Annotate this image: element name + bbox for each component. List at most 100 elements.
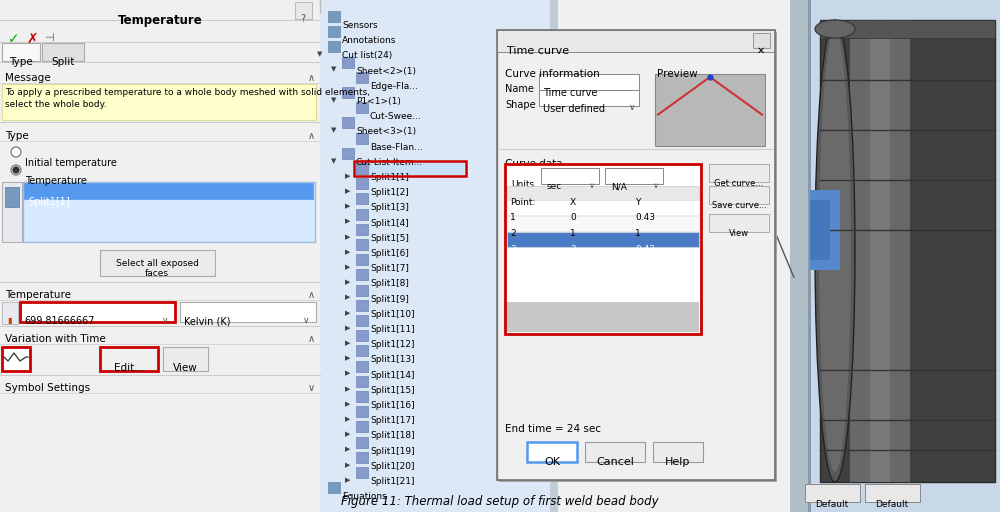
Bar [2, 347, 30, 371]
Text: ▶: ▶ [345, 371, 350, 377]
Bar [497, 30, 775, 52]
Bar [342, 87, 354, 98]
Bar [356, 163, 368, 174]
Text: ▶: ▶ [345, 401, 350, 407]
Bar [356, 315, 368, 326]
Text: ▶: ▶ [345, 280, 350, 285]
Text: Cut list(24): Cut list(24) [342, 51, 392, 60]
Bar [356, 72, 368, 83]
Bar [356, 224, 368, 235]
Text: ?: ? [300, 14, 306, 24]
Bar [539, 90, 639, 106]
Text: ∧: ∧ [308, 131, 315, 141]
Text: Symbol Settings: Symbol Settings [5, 383, 90, 393]
Text: Cancel: Cancel [596, 457, 634, 467]
Text: Edge-Fla...: Edge-Fla... [370, 82, 418, 91]
Text: ∨: ∨ [162, 316, 169, 325]
Text: Units: Units [511, 180, 534, 189]
Text: End time = 24 sec: End time = 24 sec [505, 424, 601, 434]
Bar [356, 391, 368, 402]
Text: Split1[1]: Split1[1] [370, 173, 409, 182]
Text: ∧: ∧ [308, 334, 315, 344]
Bar [356, 421, 368, 433]
Bar [23, 182, 315, 242]
Text: X: X [570, 198, 576, 207]
Ellipse shape [819, 30, 851, 472]
Text: Split1[1]: Split1[1] [28, 197, 70, 207]
Text: Split1[7]: Split1[7] [370, 264, 409, 273]
Text: 1: 1 [510, 213, 516, 222]
Text: 0: 0 [570, 213, 576, 222]
Bar [541, 168, 599, 184]
Text: Get curve...: Get curve... [713, 176, 766, 185]
Text: ✗: ✗ [26, 32, 38, 46]
Text: Sheet<2>(1): Sheet<2>(1) [356, 67, 416, 76]
Bar [24, 183, 313, 199]
Text: ▼: ▼ [317, 51, 322, 57]
Text: ∨: ∨ [308, 383, 315, 393]
Text: ∨: ∨ [629, 103, 636, 112]
Text: 2: 2 [570, 245, 576, 254]
Text: Annotations: Annotations [342, 36, 396, 45]
Bar [2, 43, 40, 61]
Ellipse shape [815, 20, 855, 38]
Text: ∧: ∧ [308, 290, 315, 300]
Bar [295, 2, 312, 19]
Text: ▶: ▶ [345, 432, 350, 437]
Text: Default: Default [815, 500, 849, 509]
Bar [356, 467, 368, 478]
Text: ▶: ▶ [345, 234, 350, 240]
Bar [20, 302, 175, 322]
Text: ▮: ▮ [8, 316, 12, 325]
Bar [499, 32, 777, 482]
Text: Split1[5]: Split1[5] [370, 234, 409, 243]
Text: ▶: ▶ [345, 310, 350, 316]
Text: ✕: ✕ [757, 46, 765, 56]
Bar [810, 200, 830, 260]
Bar [507, 200, 699, 215]
Text: ▼: ▼ [331, 67, 336, 73]
Bar [709, 186, 769, 204]
Bar [820, 20, 995, 482]
Bar [0, 0, 320, 512]
Text: ▶: ▶ [345, 173, 350, 179]
Text: Split1[18]: Split1[18] [370, 432, 415, 440]
Bar [865, 484, 920, 502]
Bar [507, 302, 699, 332]
Bar [100, 347, 158, 371]
Text: Split1[20]: Split1[20] [370, 462, 415, 471]
Text: Split1[10]: Split1[10] [370, 310, 415, 319]
Bar [539, 74, 639, 90]
Text: Cut-Swee...: Cut-Swee... [370, 112, 422, 121]
Text: ▶: ▶ [345, 264, 350, 270]
Text: ▶: ▶ [345, 249, 350, 255]
Bar [356, 330, 368, 341]
Text: Split1[17]: Split1[17] [370, 416, 415, 425]
Bar [356, 178, 368, 189]
Bar [820, 20, 995, 38]
Text: Split1[11]: Split1[11] [370, 325, 415, 334]
Bar [550, 0, 558, 512]
Text: Split1[6]: Split1[6] [370, 249, 409, 258]
Text: Type: Type [9, 57, 33, 67]
Text: ▼: ▼ [331, 97, 336, 103]
Bar [653, 442, 703, 462]
Text: N/A: N/A [611, 182, 627, 191]
Bar [342, 57, 354, 68]
Text: Shape: Shape [505, 100, 536, 110]
Text: View: View [173, 363, 197, 373]
Text: Base-Flan...: Base-Flan... [370, 143, 423, 152]
Text: Split1[19]: Split1[19] [370, 446, 415, 456]
Bar [2, 84, 316, 120]
Text: ▶: ▶ [345, 446, 350, 453]
Bar [790, 0, 1000, 512]
Bar [497, 30, 775, 480]
Text: Variation with Time: Variation with Time [5, 334, 106, 344]
Text: 2: 2 [510, 229, 516, 238]
Bar [356, 360, 368, 372]
Bar [505, 164, 701, 334]
Text: ▶: ▶ [345, 462, 350, 468]
Bar [356, 285, 368, 295]
Bar [356, 194, 368, 204]
Text: Edit...: Edit... [114, 363, 144, 373]
